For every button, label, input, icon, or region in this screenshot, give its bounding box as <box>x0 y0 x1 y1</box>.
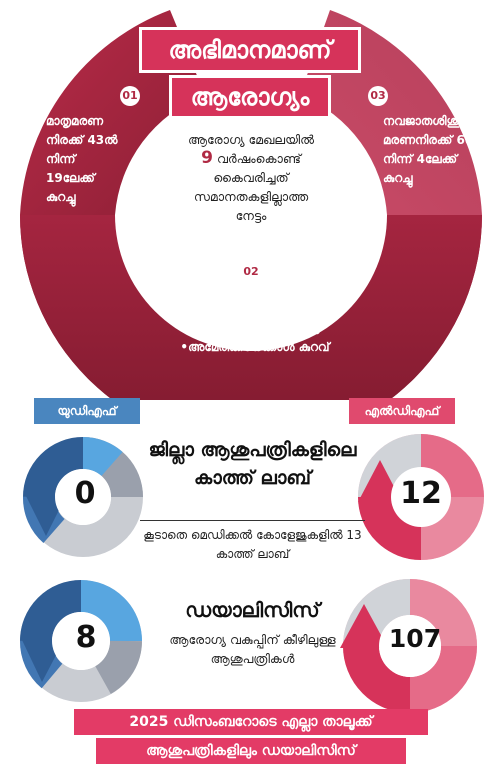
point-03-text: നവജാതശിശു മരണനിരക്ക് 6ൽ നിന്ന് 4ലേക്ക് ക… <box>383 114 479 185</box>
point-02-note: •അമേരിക്കയേക്കാൾ കുറവ് <box>180 340 330 354</box>
point-02-number: 02 <box>241 262 261 282</box>
point-01-text: മാതൃമരണ നിരക്ക് 43ൽ നിന്ന് 19ലേക്ക് കുറച… <box>46 114 118 204</box>
title-line-2: ആരോഗ്യം <box>172 78 328 116</box>
divider-1 <box>140 520 365 521</box>
center-note-highlight: 9 <box>201 148 213 168</box>
udf-ring-2 <box>20 580 142 702</box>
ldf-value-1: 12 <box>400 476 442 511</box>
center-note-before: ആരോഗ്യ മേഖലയിൽ <box>187 132 315 147</box>
comparison-1-title: ജില്ലാ ആശുപത്രികളിലെ കാത്ത് ലാബ് <box>148 439 357 489</box>
udf-ring-1 <box>23 437 143 557</box>
point-02-text: ശിശുമരണനിരക്ക് 12ൽ നിന്ന് 5ലേക്ക് കുറച്ച… <box>165 290 335 331</box>
udf-value-1: 0 <box>74 476 96 511</box>
udf-value-2: 8 <box>75 620 97 655</box>
center-note-after: വർഷംകൊണ്ട് കൈവരിച്ചത് സമാനതകളില്ലാത്ത നേ… <box>193 151 309 223</box>
title-line-1: അഭിമാനമാണ് <box>142 30 358 70</box>
ldf-ring-2 <box>340 579 477 713</box>
footer-line-2: ആശുപത്രികളിലും ഡയാലിസിസ് <box>96 738 406 764</box>
ldf-value-2: 107 <box>388 624 442 653</box>
comparison-2-title: ഡയാലിസിസ് <box>185 598 320 622</box>
center-note: ആരോഗ്യ മേഖലയിൽ 9 വർഷംകൊണ്ട് കൈവരിച്ചത് സ… <box>181 130 321 225</box>
ldf-label: എൽഡിഎഫ് <box>349 398 455 424</box>
footer-line-1: 2025 ഡിസംബറോടെ എല്ലാ താലൂക്ക് <box>74 709 428 735</box>
comparison-1-subtitle: കൂടാതെ മെഡിക്കൽ കോളേജുകളിൽ 13 കാത്ത് ലാബ… <box>143 528 362 561</box>
ldf-ring-1 <box>358 434 484 560</box>
point-01-number: 01 <box>120 86 140 106</box>
udf-label: യുഡിഎഫ് <box>34 398 140 424</box>
point-03-number: 03 <box>368 86 388 106</box>
comparison-2-subtitle: ആരോഗ്യ വകുപ്പിന് കീഴിലുള്ള ആശുപത്രികൾ <box>169 632 336 666</box>
